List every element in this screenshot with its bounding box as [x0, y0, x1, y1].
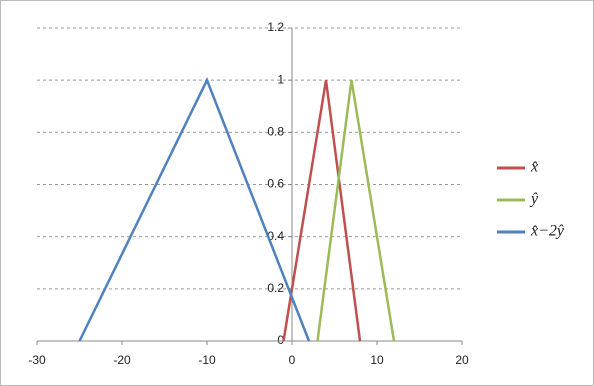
x-tick-label: 10: [370, 353, 384, 367]
x-tick-label: 20: [455, 353, 469, 367]
x-tick-label: -30: [28, 353, 46, 367]
x-tick-label: -10: [198, 353, 216, 367]
y-tick-label: 0.6: [267, 177, 284, 191]
y-tick-label: 1.2: [267, 20, 284, 34]
chart-frame: [1, 1, 594, 386]
y-tick-label: 0.8: [267, 125, 284, 139]
chart: 00.20.40.60.811.2-30-20-1001020x̂ŷx̂−2y…: [0, 0, 594, 386]
y-tick-label: 1: [277, 72, 284, 86]
legend-label: ŷ: [529, 191, 539, 208]
x-tick-label: 0: [289, 353, 296, 367]
legend-label: x̂: [530, 159, 538, 176]
y-tick-label: 0.2: [267, 281, 284, 295]
legend-label: x̂−2ŷ: [530, 223, 565, 240]
x-tick-label: -20: [113, 353, 131, 367]
